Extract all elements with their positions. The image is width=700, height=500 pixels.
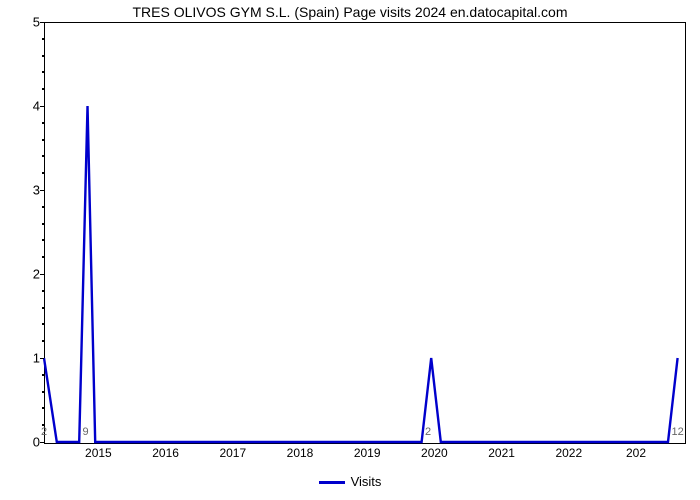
x-tick-label: 2016 <box>152 446 179 460</box>
y-tick-label: 3 <box>10 183 40 198</box>
x-tick-label: 2015 <box>85 446 112 460</box>
y-minor-tick <box>42 239 44 241</box>
chart-title: TRES OLIVOS GYM S.L. (Spain) Page visits… <box>0 4 700 20</box>
y-minor-tick <box>42 38 44 40</box>
y-minor-tick <box>42 88 44 90</box>
x-tick-label: 2020 <box>421 446 448 460</box>
y-tick-mark <box>40 190 44 191</box>
x-tick-label: 2017 <box>219 446 246 460</box>
y-minor-tick <box>42 139 44 141</box>
y-minor-tick <box>42 407 44 409</box>
x-tick-label: 2022 <box>555 446 582 460</box>
y-tick-label: 5 <box>10 15 40 30</box>
y-minor-tick <box>42 206 44 208</box>
y-minor-tick <box>42 155 44 157</box>
y-tick-mark <box>40 22 44 23</box>
y-minor-tick <box>42 122 44 124</box>
y-tick-mark <box>40 106 44 107</box>
y-tick-mark <box>40 442 44 443</box>
visits-line <box>44 106 678 442</box>
x-data-label: 2 <box>425 426 431 438</box>
x-tick-label: 2019 <box>354 446 381 460</box>
x-tick-label: 2021 <box>488 446 515 460</box>
y-minor-tick <box>42 340 44 342</box>
legend-swatch <box>319 481 345 484</box>
y-tick-mark <box>40 274 44 275</box>
y-minor-tick <box>42 256 44 258</box>
y-minor-tick <box>42 223 44 225</box>
y-tick-label: 1 <box>10 351 40 366</box>
x-tick-label: 202 <box>626 446 646 460</box>
y-tick-mark <box>40 358 44 359</box>
chart-container: TRES OLIVOS GYM S.L. (Spain) Page visits… <box>0 0 700 500</box>
x-data-label: 12 <box>671 426 683 438</box>
y-tick-label: 4 <box>10 99 40 114</box>
y-minor-tick <box>42 172 44 174</box>
y-minor-tick <box>42 307 44 309</box>
y-tick-label: 0 <box>10 435 40 450</box>
legend: Visits <box>0 474 700 489</box>
y-minor-tick <box>42 71 44 73</box>
y-minor-tick <box>42 391 44 393</box>
y-minor-tick <box>42 374 44 376</box>
x-data-label: 9 <box>83 426 89 438</box>
y-minor-tick <box>42 290 44 292</box>
y-tick-label: 2 <box>10 267 40 282</box>
x-tick-label: 2018 <box>287 446 314 460</box>
x-data-label: 2 <box>41 426 47 438</box>
line-chart-svg <box>44 22 684 442</box>
legend-label: Visits <box>351 474 382 489</box>
y-minor-tick <box>42 55 44 57</box>
y-minor-tick <box>42 323 44 325</box>
